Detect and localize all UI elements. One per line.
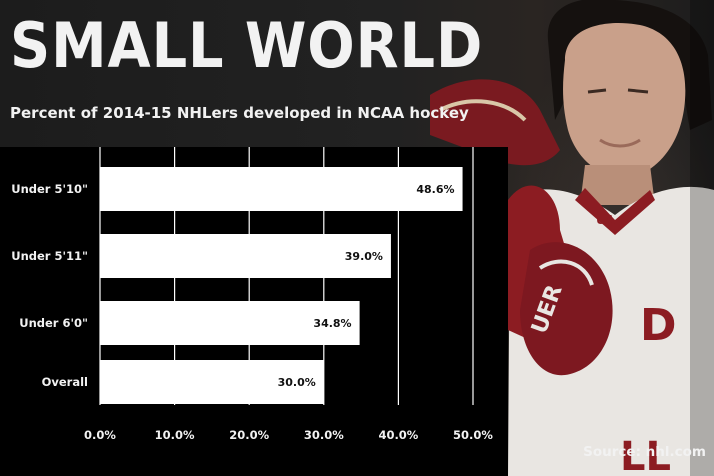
chart-panel: Under 5'10" 48.6% Under 5'11" 39.0% Under 6'… — [0, 147, 508, 476]
bar — [100, 234, 391, 278]
bar — [100, 360, 324, 404]
svg-text:LL: LL — [620, 434, 671, 476]
svg-text:UA: UA — [596, 213, 615, 227]
data-label: 48.6% — [416, 183, 454, 196]
category-label: Under 6'0" — [19, 316, 88, 330]
x-tick-label: 0.0% — [84, 428, 116, 442]
x-tick-label: 40.0% — [378, 428, 418, 442]
bar — [100, 301, 360, 345]
svg-text:D: D — [640, 300, 677, 351]
category-label: Under 5'10" — [11, 182, 88, 196]
category-label: Under 5'11" — [11, 249, 88, 263]
chart-subtitle: Percent of 2014-15 NHLers developed in N… — [10, 104, 469, 122]
category-label: Overall — [42, 375, 88, 389]
chart-title: SMALL WORLD — [10, 9, 484, 82]
data-label: 34.8% — [313, 317, 351, 330]
data-label: 30.0% — [278, 376, 316, 389]
x-tick-label: 50.0% — [453, 428, 493, 442]
x-tick-label: 20.0% — [229, 428, 269, 442]
bar-chart: Under 5'10" 48.6% Under 5'11" 39.0% Under 6'… — [11, 147, 493, 442]
bar — [100, 167, 463, 211]
x-tick-label: 30.0% — [304, 428, 344, 442]
data-label: 39.0% — [345, 250, 383, 263]
x-tick-label: 10.0% — [155, 428, 195, 442]
source-credit: Source: nhl.com — [583, 444, 706, 460]
